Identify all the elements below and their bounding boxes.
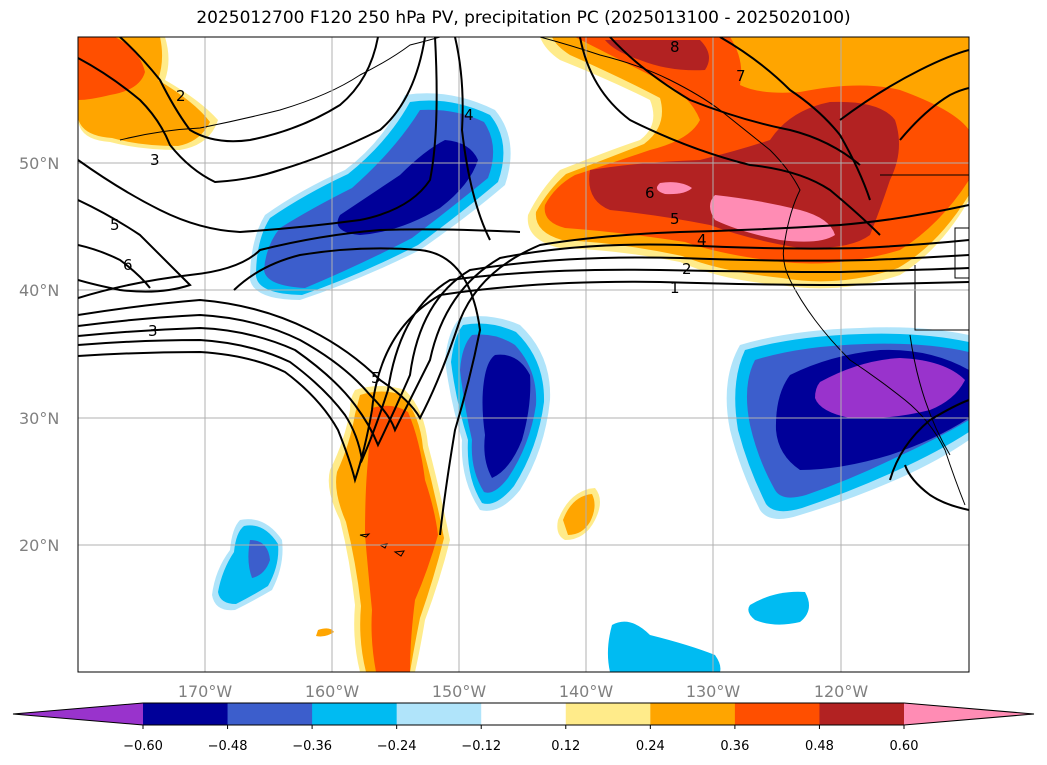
contour-label: 4 <box>464 106 474 124</box>
colorbar-segment <box>734 703 820 725</box>
longitude-labels: 170°W 160°W 150°W 140°W 130°W 120°W <box>178 682 869 701</box>
colorbar: −0.60 −0.48 −0.36 −0.24 −0.12 0.12 0.24 0.36 0.4… <box>12 702 1035 754</box>
lon-label: 130°W <box>686 682 741 701</box>
colorbar-right-extension <box>904 703 1034 725</box>
colorbar-segment <box>396 703 482 725</box>
colorbar-segment <box>819 703 905 725</box>
colorbar-tick-label: 0.12 <box>551 739 580 754</box>
contour-label: 3 <box>148 322 158 340</box>
colorbar-tick-label: −0.60 <box>123 739 163 754</box>
colorbar-segment <box>227 703 313 725</box>
coastline-layer <box>119 37 969 557</box>
contour-label: 3 <box>150 151 160 169</box>
latitude-labels: 50°N 40°N 30°N 20°N <box>19 154 59 555</box>
map-title: 2025012700 F120 250 hPa PV, precipitatio… <box>196 8 851 28</box>
pv-contour-layer <box>78 37 969 536</box>
colorbar-segment <box>481 703 567 725</box>
lat-label: 40°N <box>19 281 59 300</box>
colorbar-left-extension <box>13 703 143 725</box>
contour-label: 6 <box>123 256 133 274</box>
contour-label: 8 <box>670 38 680 56</box>
contour-label: 2 <box>682 260 692 278</box>
lon-label: 150°W <box>432 682 487 701</box>
colorbar-segment <box>565 703 651 725</box>
lon-label: 170°W <box>178 682 233 701</box>
lat-label: 30°N <box>19 409 59 428</box>
lon-label: 120°W <box>814 682 869 701</box>
colorbar-segment <box>650 703 736 725</box>
contour-label: 5 <box>670 210 680 228</box>
colorbar-tick-label: −0.36 <box>292 739 332 754</box>
lat-label: 20°N <box>19 536 59 555</box>
colorbar-tick-label: −0.12 <box>461 739 501 754</box>
contour-label-group: 2 3 4 5 6 3 5 8 7 6 5 4 2 1 <box>110 38 746 387</box>
graticule <box>78 37 969 672</box>
contour-label: 2 <box>176 87 186 105</box>
contour-label: 1 <box>670 279 680 297</box>
precipitation-fill-layer <box>78 37 969 672</box>
colorbar-tick-label: −0.48 <box>208 739 248 754</box>
map-border <box>77 36 970 673</box>
colorbar-tick-label: −0.24 <box>377 739 417 754</box>
contour-label: 5 <box>110 216 120 234</box>
contour-label: 4 <box>697 231 707 249</box>
contour-label: 6 <box>645 184 655 202</box>
colorbar-tick-label: 0.24 <box>636 739 665 754</box>
lon-label: 160°W <box>305 682 360 701</box>
colorbar-segment <box>143 703 229 725</box>
lat-label: 50°N <box>19 154 59 173</box>
contour-label: 5 <box>371 369 381 387</box>
lon-label: 140°W <box>559 682 614 701</box>
colorbar-tick-label: 0.36 <box>720 739 749 754</box>
colorbar-tick-label: 0.60 <box>890 739 919 754</box>
colorbar-segment <box>312 703 398 725</box>
contour-label: 7 <box>736 67 746 85</box>
colorbar-tick-label: 0.48 <box>805 739 834 754</box>
